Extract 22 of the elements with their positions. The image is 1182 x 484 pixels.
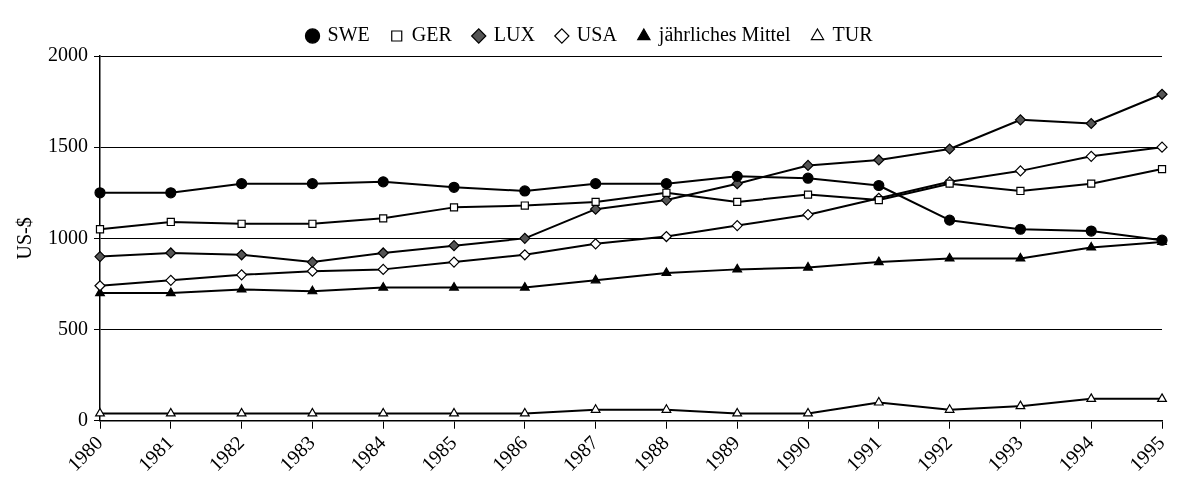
x-tick-label: 1992 bbox=[912, 431, 957, 476]
legend-label: LUX bbox=[493, 23, 536, 46]
x-tick-label: 1981 bbox=[133, 431, 178, 476]
x-tick-label: 1990 bbox=[770, 431, 815, 476]
y-tick-label: 2000 bbox=[48, 43, 88, 66]
y-tick-label: 1500 bbox=[48, 134, 88, 157]
legend-label: TUR bbox=[832, 23, 874, 46]
legend-label: USA bbox=[576, 23, 618, 46]
x-tick-label: 1988 bbox=[629, 431, 673, 476]
x-tick-label: 1993 bbox=[983, 431, 1027, 476]
legend-label: GER bbox=[411, 23, 453, 46]
legend-label: jährliches Mittel bbox=[657, 23, 791, 47]
y-tick-label: 0 bbox=[78, 408, 88, 430]
x-tick-label: 1983 bbox=[275, 431, 319, 476]
y-tick-label: 1000 bbox=[48, 225, 88, 248]
x-tick-label: 1989 bbox=[699, 431, 744, 476]
x-tick-label: 1982 bbox=[204, 431, 249, 476]
y-tick-label: 500 bbox=[58, 316, 88, 339]
x-tick-label: 1991 bbox=[841, 431, 886, 476]
y-axis-title: US-$ bbox=[13, 217, 36, 260]
legend-label: SWE bbox=[327, 23, 370, 46]
x-tick-label: 1980 bbox=[62, 431, 107, 476]
